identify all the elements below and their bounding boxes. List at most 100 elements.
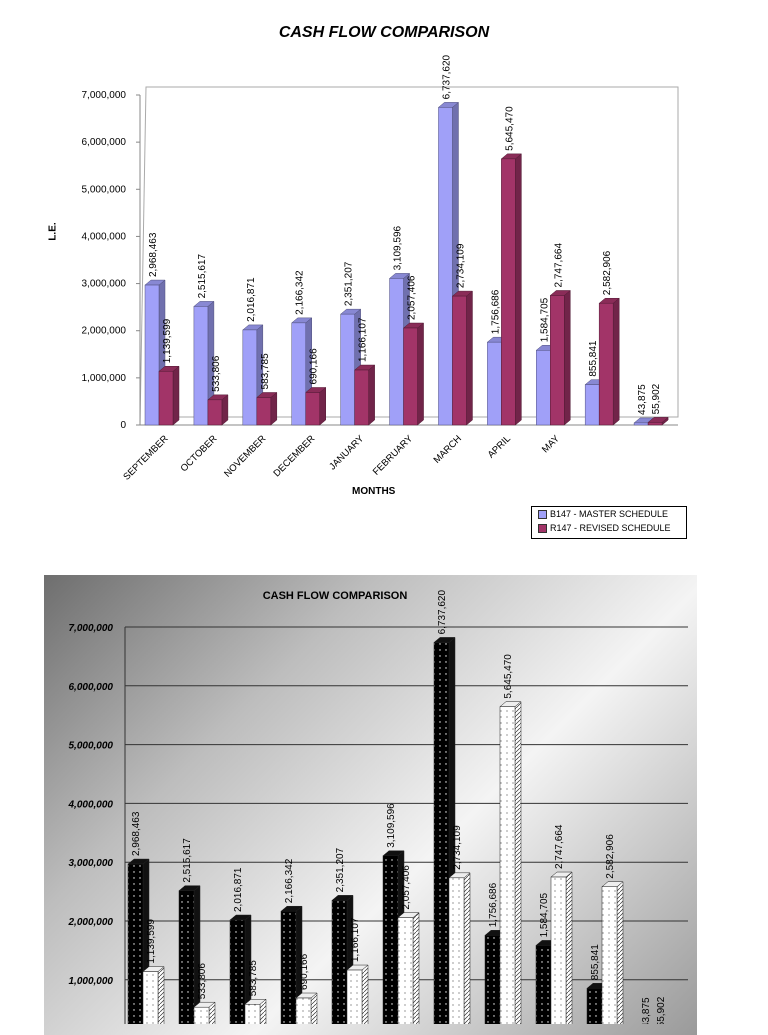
data-label: 6,737,620	[441, 54, 452, 99]
bar-revised	[451, 290, 474, 426]
bar-front	[256, 397, 272, 426]
y-tick-label: 6,000,000	[69, 682, 114, 693]
bar-revised	[353, 364, 376, 426]
y-tick-label: 0	[120, 420, 126, 431]
bar-front	[340, 313, 355, 426]
y-tick-label: 1,000,000	[69, 976, 114, 987]
y-tick-label: 3,000,000	[82, 279, 127, 290]
bar-revised	[193, 1001, 216, 1024]
bar-front	[158, 371, 174, 426]
bar-front	[193, 1006, 210, 1024]
bar-revised	[256, 391, 278, 426]
data-label: 3,109,596	[386, 803, 397, 848]
bar-front	[433, 642, 450, 1024]
bar-side	[616, 881, 624, 1024]
bar-front	[499, 706, 516, 1024]
data-label: 533,806	[211, 355, 222, 392]
bar-revised	[550, 871, 573, 1024]
bar-master	[229, 914, 252, 1024]
bar-side	[310, 992, 318, 1024]
y-tick-label: 2,000,000	[82, 326, 127, 337]
data-label: 1,756,686	[490, 289, 501, 334]
bar-revised	[305, 386, 327, 426]
bar-revised	[346, 964, 369, 1024]
data-label: 2,734,109	[452, 825, 463, 870]
bar-revised	[397, 912, 420, 1024]
bar-front	[550, 295, 565, 426]
bar-front	[280, 910, 297, 1024]
data-label: 43,875	[637, 384, 648, 415]
bar-front	[291, 322, 306, 426]
data-label: 855,841	[588, 340, 599, 377]
chart1-xlabel: MONTHS	[352, 486, 396, 497]
data-label: 1,166,107	[358, 317, 369, 362]
data-label: 1,166,107	[350, 917, 361, 962]
bar-master	[433, 636, 456, 1024]
bar-side	[565, 871, 573, 1024]
legend-swatch	[538, 509, 547, 519]
bar-revised	[499, 701, 522, 1024]
data-label: 2,582,906	[605, 834, 616, 879]
legend-swatch	[538, 523, 547, 533]
bar-revised	[549, 289, 571, 426]
data-label: 2,057,406	[407, 275, 418, 320]
data-label: 2,747,664	[553, 243, 564, 288]
bar-front	[193, 306, 209, 426]
legend-item-revised: R147 - REVISED SCHEDULE	[532, 521, 686, 535]
bar-front	[452, 295, 467, 426]
data-label: 533,806	[197, 963, 208, 1000]
bar-revised	[647, 416, 669, 426]
data-label: 690,166	[299, 953, 310, 990]
y-tick-label: 4,000,000	[68, 799, 114, 810]
bar-revised	[207, 394, 229, 426]
chart1-title: CASH FLOW COMPARISON	[278, 24, 490, 41]
y-tick-label: 5,000,000	[82, 184, 127, 195]
data-label: 1,584,705	[539, 892, 550, 937]
bar-front	[142, 971, 159, 1024]
data-label: 583,785	[260, 353, 271, 390]
chart2-panel	[44, 575, 697, 1035]
y-tick-label: 1,000,000	[82, 373, 127, 384]
bar-front	[127, 863, 144, 1024]
data-label: 2,515,617	[197, 253, 208, 298]
bar-master	[193, 300, 215, 426]
bar-front	[586, 988, 603, 1024]
bar-front	[242, 329, 258, 426]
data-label: 6,737,620	[437, 590, 448, 635]
bar-front	[229, 919, 246, 1024]
data-label: 2,166,342	[284, 858, 295, 903]
bar-front	[550, 876, 567, 1024]
y-tick-label: 3,000,000	[69, 858, 114, 869]
bar-front	[295, 997, 312, 1024]
data-label: 2,016,871	[246, 277, 257, 322]
data-label: 2,351,207	[335, 847, 346, 892]
y-tick-label: 5,000,000	[69, 741, 114, 752]
chart2-title: CASH FLOW COMPARISON	[262, 590, 408, 602]
bar-revised	[158, 365, 180, 426]
chart1: 0 1,000,000 2,000,000 3,000,000 4,000,000 5,0…	[82, 54, 679, 483]
bar-front	[346, 969, 363, 1024]
data-label: 43,875	[641, 997, 652, 1024]
data-label: 3,109,596	[393, 225, 404, 270]
bar-front	[207, 399, 223, 426]
bar-front	[438, 107, 453, 426]
bar-side	[514, 701, 522, 1024]
data-label: 2,057,406	[401, 865, 412, 910]
data-label: 5,645,470	[504, 106, 515, 151]
data-label: 2,166,342	[295, 270, 306, 315]
bar-revised	[598, 297, 620, 426]
bar-master	[178, 885, 201, 1024]
y-tick-label: 4,000,000	[82, 231, 127, 242]
bar-front	[403, 327, 418, 426]
legend-label: B147 - MASTER SCHEDULE	[550, 509, 669, 519]
data-label: 1,584,705	[539, 297, 550, 342]
data-label: 2,968,463	[131, 811, 142, 856]
data-label: 5,645,470	[503, 654, 514, 699]
bar-revised	[448, 872, 471, 1024]
bar-front	[331, 900, 348, 1024]
bar-front	[601, 886, 618, 1024]
bar-front	[244, 1004, 261, 1024]
bar-front	[535, 945, 552, 1024]
data-label: 2,351,207	[344, 261, 355, 306]
